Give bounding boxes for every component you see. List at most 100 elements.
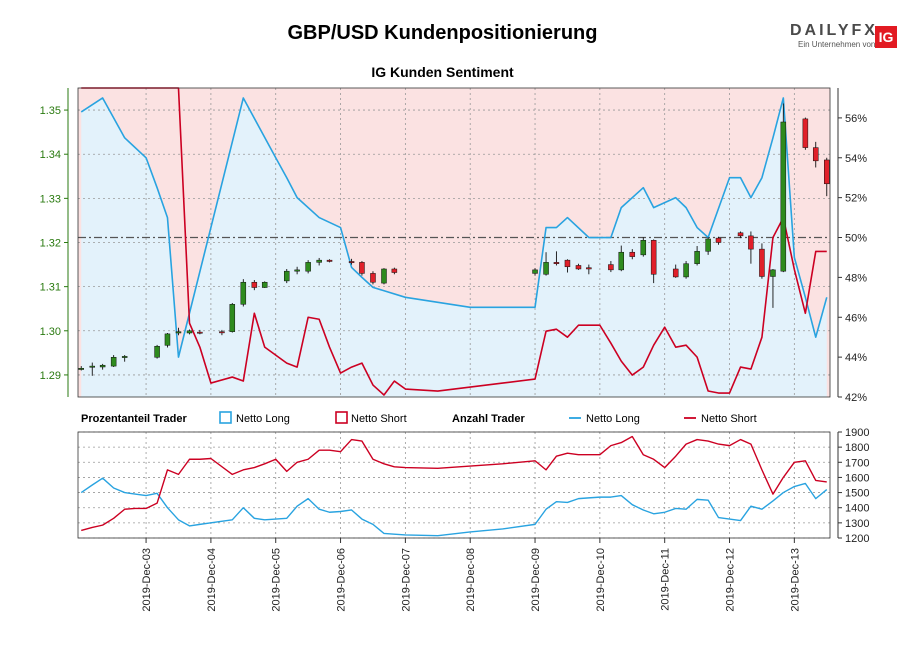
candle-body: [359, 262, 365, 274]
trader-count-panel: 1200 1300 1400 1500 1600 1700 1800 1900: [77, 427, 869, 545]
count-tick-label: 1600: [845, 472, 869, 484]
candle-body: [391, 268, 398, 273]
candle-body: [164, 333, 171, 346]
logo-brand: DAILYFX: [790, 22, 878, 39]
candle-body: [683, 263, 689, 278]
x-tick-label: 2019-Dec-13: [789, 548, 801, 612]
percent-tick-label: 54%: [845, 153, 867, 165]
x-tick-label: 2019-Dec-04: [206, 548, 218, 612]
candle-body: [229, 304, 236, 332]
candle-body: [618, 251, 625, 271]
candle-body: [370, 273, 376, 283]
count-netto-short-line: [81, 435, 827, 532]
logo-tagline: Ein Unternehmen von: [798, 40, 876, 49]
price-tick-label: 1.35: [40, 105, 61, 117]
legend-percent-title: Prozentanteil Trader: [81, 413, 187, 425]
candle-body: [770, 269, 776, 277]
x-tick-label: 2019-Dec-03: [141, 548, 153, 612]
sentiment-panel: 1.29 1.30 1.31 1.32 1.33 1.34 1.35 42% 44% 46% 48%…: [40, 87, 867, 404]
candle-body: [89, 365, 96, 368]
percent-tick-label: 44%: [845, 352, 867, 364]
candle-body: [586, 267, 592, 270]
candle-body: [326, 259, 333, 262]
legend-percent-short-label: Netto Short: [351, 413, 407, 425]
candle-body: [316, 259, 322, 263]
candle-body: [715, 237, 722, 243]
candle-body: [543, 262, 549, 275]
candle-body: [705, 238, 711, 252]
candle-body: [175, 331, 182, 334]
x-tick-label: 2019-Dec-10: [595, 548, 607, 612]
price-tick-label: 1.34: [40, 149, 61, 161]
count-tick-label: 1200: [845, 533, 869, 545]
x-tick-label: 2019-Dec-09: [530, 548, 542, 612]
candle-body: [780, 121, 787, 272]
candle-body: [532, 269, 538, 274]
count-frame: [77, 431, 831, 539]
legend-count-short-label: Netto Short: [701, 413, 757, 425]
candle-body: [348, 261, 355, 263]
candle-body: [381, 268, 387, 284]
x-tick-label: 2019-Dec-12: [725, 548, 737, 612]
candle-body: [283, 270, 290, 282]
legend-percent-long-label: Netto Long: [236, 413, 290, 425]
count-tick-label: 1500: [845, 488, 869, 500]
percent-tick-label: 52%: [845, 193, 867, 205]
candle-body: [759, 248, 765, 277]
percent-tick-label: 46%: [845, 312, 867, 324]
price-tick-label: 1.32: [40, 238, 61, 250]
price-tick-label: 1.30: [40, 326, 61, 338]
percent-tick-label: 42%: [845, 392, 867, 404]
netto-short-line: [81, 87, 827, 396]
logo-ig-mark: IG: [875, 26, 897, 48]
candle-body: [110, 357, 117, 367]
legend-percent-short-swatch: [335, 411, 348, 424]
candle-body: [240, 281, 247, 305]
count-tick-label: 1400: [845, 503, 869, 515]
candle-body: [694, 251, 700, 264]
legend-percent-long-swatch: [219, 411, 232, 424]
x-tick-label: 2019-Dec-11: [660, 548, 672, 611]
dailyfx-logo: DAILYFX Ein Unternehmen von IG: [780, 22, 900, 52]
candle-body: [99, 364, 106, 368]
chart-subtitle: IG Kunden Sentiment: [371, 64, 514, 80]
count-tick-label: 1900: [845, 427, 869, 439]
legend-count-title: Anzahl Trader: [452, 413, 525, 425]
candle-body: [824, 159, 830, 185]
candle-body: [305, 262, 311, 272]
candle-body: [748, 235, 754, 250]
count-netto-long-line: [80, 477, 828, 537]
x-tick-label: 2019-Dec-08: [465, 548, 477, 612]
count-tick-label: 1300: [845, 518, 869, 530]
x-tick-label: 2019-Dec-07: [400, 548, 412, 612]
percent-tick-label: 56%: [845, 113, 867, 125]
price-tick-label: 1.31: [40, 282, 61, 294]
candle-body: [251, 281, 258, 288]
candle-body: [564, 259, 571, 268]
candle-body: [186, 330, 193, 334]
candle-body: [608, 264, 614, 271]
x-axis: 2019-Dec-03 2019-Dec-04 2019-Dec-05 2019-De…: [141, 538, 801, 612]
candle-body: [737, 232, 744, 237]
candle-body: [802, 118, 809, 148]
chart-title: GBP/USD Kundenpositionierung: [287, 22, 598, 44]
price-tick-label: 1.33: [40, 193, 61, 205]
x-tick-label: 2019-Dec-05: [271, 548, 283, 612]
candle-body: [672, 268, 679, 278]
netto-long-area: [81, 97, 827, 397]
percent-tick-label: 50%: [845, 233, 867, 245]
candle-body: [294, 269, 300, 272]
percent-tick-label: 48%: [845, 272, 867, 284]
candle-body: [154, 345, 160, 358]
candle-body: [78, 368, 84, 370]
candle-body: [640, 240, 647, 256]
candle-body: [261, 281, 268, 288]
candle-body: [812, 147, 819, 162]
candle-body: [197, 331, 203, 334]
legend-count-long-label: Netto Long: [586, 413, 640, 425]
sentiment-frame: [77, 87, 831, 398]
candle-body: [629, 251, 636, 257]
count-tick-label: 1800: [845, 442, 869, 454]
candle-body: [575, 265, 582, 270]
